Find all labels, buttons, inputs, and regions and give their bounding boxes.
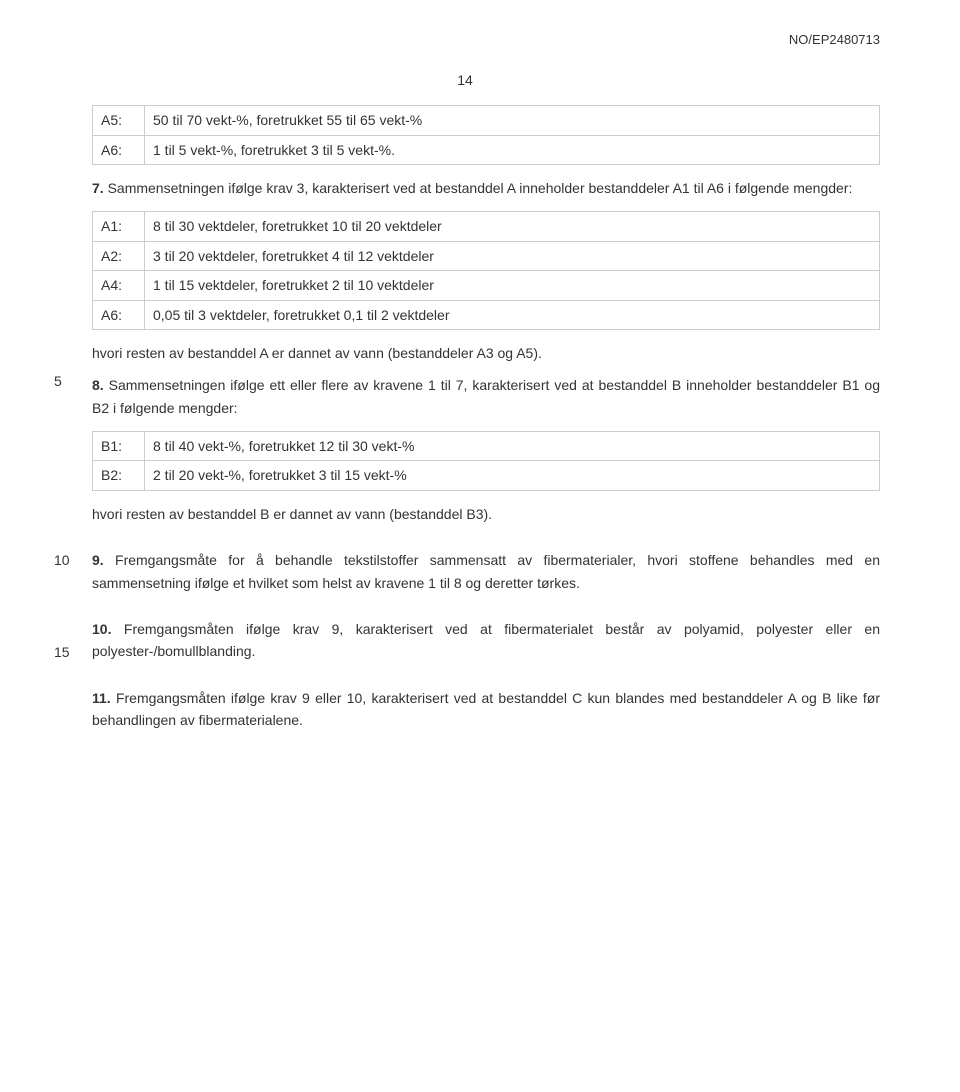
table-row: B1: 8 til 40 vekt-%, foretrukket 12 til … — [93, 432, 880, 461]
table-a5-a6: A5: 50 til 70 vekt-%, foretrukket 55 til… — [92, 105, 880, 165]
claim-7: 7. Sammensetningen ifølge krav 3, karakt… — [92, 177, 880, 199]
cell-key: A1: — [93, 212, 145, 241]
cell-value: 8 til 30 vektdeler, foretrukket 10 til 2… — [145, 212, 880, 241]
claim-text: Sammensetningen ifølge ett eller flere a… — [92, 377, 880, 415]
cell-key: A4: — [93, 271, 145, 300]
line-marker-15: 15 — [54, 641, 70, 663]
table-b1-b2: B1: 8 til 40 vekt-%, foretrukket 12 til … — [92, 431, 880, 491]
table-row: A6: 0,05 til 3 vektdeler, foretrukket 0,… — [93, 300, 880, 329]
claim-number: 8. — [92, 377, 104, 393]
line-marker-10: 10 — [54, 549, 70, 571]
claim-text: Sammensetningen ifølge krav 3, karakteri… — [104, 180, 853, 196]
cell-value: 8 til 40 vekt-%, foretrukket 12 til 30 v… — [145, 432, 880, 461]
table-row: A5: 50 til 70 vekt-%, foretrukket 55 til… — [93, 106, 880, 135]
claim-number: 10. — [92, 621, 111, 637]
table-row: A1: 8 til 30 vektdeler, foretrukket 10 t… — [93, 212, 880, 241]
cell-value: 2 til 20 vekt-%, foretrukket 3 til 15 ve… — [145, 461, 880, 490]
claim-number: 7. — [92, 180, 104, 196]
claim-10: 10. Fremgangsmåten ifølge krav 9, karakt… — [92, 618, 880, 663]
claim-8-tail: hvori resten av bestanddel B er dannet a… — [92, 503, 880, 525]
claim-8: 8. Sammensetningen ifølge ett eller fler… — [92, 374, 880, 419]
page-content: A5: 50 til 70 vekt-%, foretrukket 55 til… — [50, 105, 880, 731]
claim-text: Fremgangsmåten ifølge krav 9, karakteris… — [92, 621, 880, 659]
claim-7-tail: hvori resten av bestanddel A er dannet a… — [92, 342, 880, 364]
cell-key: A2: — [93, 241, 145, 270]
claim-text: Fremgangsmåte for å behandle tekstilstof… — [92, 552, 880, 590]
cell-key: A5: — [93, 106, 145, 135]
cell-key: A6: — [93, 300, 145, 329]
claim-number: 11. — [92, 690, 111, 706]
cell-value: 1 til 15 vektdeler, foretrukket 2 til 10… — [145, 271, 880, 300]
claim-9: 9. Fremgangsmåte for å behandle tekstils… — [92, 549, 880, 594]
cell-key: B2: — [93, 461, 145, 490]
cell-value: 1 til 5 vekt-%, foretrukket 3 til 5 vekt… — [145, 135, 880, 164]
claim-11: 11. Fremgangsmåten ifølge krav 9 eller 1… — [92, 687, 880, 732]
cell-value: 0,05 til 3 vektdeler, foretrukket 0,1 ti… — [145, 300, 880, 329]
cell-key: A6: — [93, 135, 145, 164]
table-row: A6: 1 til 5 vekt-%, foretrukket 3 til 5 … — [93, 135, 880, 164]
table-row: A4: 1 til 15 vektdeler, foretrukket 2 ti… — [93, 271, 880, 300]
document-code: NO/EP2480713 — [50, 30, 880, 51]
table-row: A2: 3 til 20 vektdeler, foretrukket 4 ti… — [93, 241, 880, 270]
table-row: B2: 2 til 20 vekt-%, foretrukket 3 til 1… — [93, 461, 880, 490]
claim-number: 9. — [92, 552, 104, 568]
page-number: 14 — [50, 69, 880, 91]
cell-value: 50 til 70 vekt-%, foretrukket 55 til 65 … — [145, 106, 880, 135]
line-marker-5: 5 — [54, 370, 62, 392]
claim-text: Fremgangsmåten ifølge krav 9 eller 10, k… — [92, 690, 880, 728]
cell-key: B1: — [93, 432, 145, 461]
table-a1-a6: A1: 8 til 30 vektdeler, foretrukket 10 t… — [92, 211, 880, 330]
cell-value: 3 til 20 vektdeler, foretrukket 4 til 12… — [145, 241, 880, 270]
